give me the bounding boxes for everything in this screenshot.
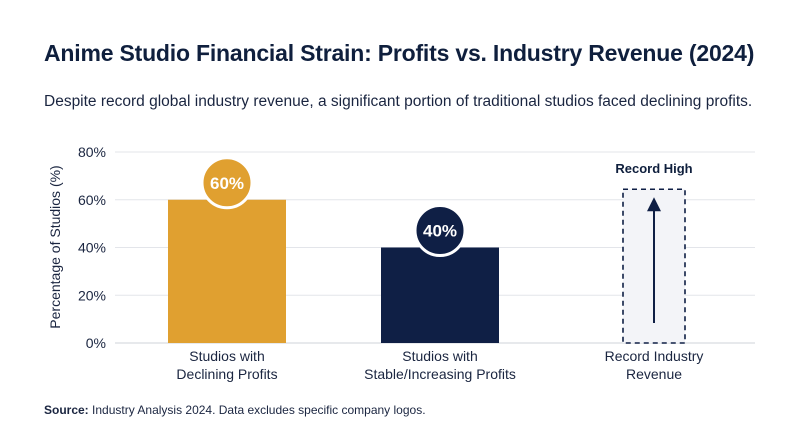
y-tick-label: 0%: [86, 335, 106, 351]
bars: 60% 40% Record High: [168, 156, 693, 344]
bar: [168, 199, 286, 343]
data-label: 60%: [210, 174, 244, 193]
y-axis-label: Percentage of Studios (%): [47, 165, 63, 328]
y-tick-label: 60%: [78, 192, 106, 208]
chart-subtitle: Despite record global industry revenue, …: [44, 93, 753, 110]
x-tick-label: Studios with: [189, 348, 264, 364]
data-label-badge: [413, 204, 467, 257]
x-tick-label: Studios with: [402, 348, 477, 364]
data-label-badge: [200, 156, 254, 210]
source-note: Source: Industry Analysis 2024. Data exc…: [44, 403, 426, 417]
bar: [381, 247, 499, 343]
x-axis-ticks: Studios with Declining Profits Studios wit…: [176, 348, 703, 382]
x-tick-label: Revenue: [626, 366, 682, 382]
y-tick-label: 40%: [78, 240, 106, 256]
annotation-record-high: Record High: [615, 161, 692, 176]
data-label: 40%: [423, 222, 457, 241]
chart-title: Anime Studio Financial Strain: Profits v…: [44, 40, 755, 66]
y-axis-ticks: 0% 20% 40% 60% 80%: [78, 144, 106, 351]
up-arrow-icon: [647, 197, 661, 323]
source-text: Industry Analysis 2024. Data excludes sp…: [92, 403, 426, 417]
x-tick-label: Record Industry: [605, 348, 704, 364]
x-tick-label: Declining Profits: [176, 366, 277, 382]
y-tick-label: 80%: [78, 144, 106, 160]
source-label: Source:: [44, 403, 89, 417]
y-tick-label: 20%: [78, 287, 106, 303]
x-tick-label: Stable/Increasing Profits: [364, 366, 516, 382]
